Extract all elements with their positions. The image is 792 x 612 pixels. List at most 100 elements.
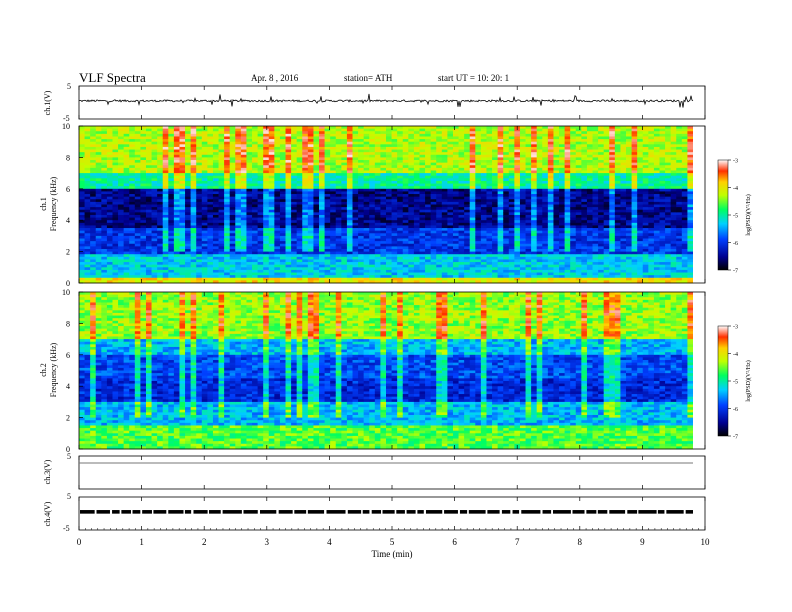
spectrogram-cell xyxy=(173,170,180,174)
spectrogram-cell xyxy=(363,269,370,273)
spectrogram-cell xyxy=(106,272,113,276)
spectrogram-cell xyxy=(358,144,365,148)
spectrogram-cell xyxy=(129,183,136,187)
spectrogram-cell xyxy=(302,207,309,211)
spectrogram-cell xyxy=(112,149,119,153)
spectrogram-cell xyxy=(503,178,510,182)
spectrogram-cell xyxy=(413,144,420,148)
spectrogram-cell xyxy=(464,204,471,208)
spectrogram-cell xyxy=(452,173,459,177)
spectrogram-cell xyxy=(346,204,353,208)
spectrogram-cell xyxy=(531,165,538,169)
spectrogram-cell xyxy=(531,228,538,232)
spectrogram-cell xyxy=(441,157,448,161)
spectrogram-cell xyxy=(95,160,102,164)
spectrogram-cell xyxy=(302,267,309,271)
spectrogram-cell xyxy=(531,128,538,132)
spectrogram-cell xyxy=(179,131,186,135)
spectrogram-cell xyxy=(441,230,448,234)
spectrogram-cell xyxy=(374,188,381,192)
spectrogram-cell xyxy=(157,139,164,143)
spectrogram-cell xyxy=(285,133,292,137)
spectrogram-cell xyxy=(519,225,526,229)
spectrogram-cell xyxy=(475,165,482,169)
spectrogram-cell xyxy=(79,194,85,198)
spectrogram-cell xyxy=(268,214,275,218)
spectrogram-cell xyxy=(330,170,337,174)
spectrogram-cell xyxy=(508,214,515,218)
spectrogram-cell xyxy=(162,139,169,143)
spectrogram-cell xyxy=(173,228,180,232)
spectrogram-cell xyxy=(173,241,180,245)
spectrogram-cell xyxy=(279,212,286,216)
spectrogram-cell xyxy=(95,238,102,242)
spectrogram-cell xyxy=(145,264,152,268)
spectrogram-cell xyxy=(380,154,387,158)
spectrogram-cell xyxy=(452,201,459,205)
spectrogram-cell xyxy=(268,262,275,266)
spectrogram-cell xyxy=(330,275,337,279)
spectrogram-cell xyxy=(380,254,387,258)
spectrogram-cell xyxy=(492,235,499,239)
spectrogram-cell xyxy=(145,259,152,263)
spectrogram-cell xyxy=(90,162,97,166)
spectrogram-cell xyxy=(185,272,192,276)
spectrogram-cell xyxy=(106,248,113,252)
spectrogram-cell xyxy=(408,212,415,216)
spectrogram-cell xyxy=(201,254,208,258)
spectrogram-cell xyxy=(525,241,532,245)
spectrogram-cell xyxy=(525,214,532,218)
spectrogram-cell xyxy=(469,248,476,252)
spectrogram-cell xyxy=(145,280,152,284)
spectrogram-cell xyxy=(190,207,197,211)
spectrogram-cell xyxy=(519,209,526,213)
spectrogram-cell xyxy=(335,196,342,200)
spectrogram-cell xyxy=(212,233,219,237)
spectrogram-cell xyxy=(508,170,515,174)
spectrogram-cell xyxy=(95,259,102,263)
spectrogram-cell xyxy=(95,254,102,258)
spectrogram-cell xyxy=(402,225,409,229)
spectrogram-cell xyxy=(274,162,281,166)
spectrogram-cell xyxy=(79,233,85,237)
spectrogram-cell xyxy=(346,178,353,182)
spectrogram-cell xyxy=(469,191,476,195)
spectrogram-cell xyxy=(358,235,365,239)
spectrogram-cell xyxy=(514,157,521,161)
spectrogram-cell xyxy=(425,175,432,179)
spectrogram-cell xyxy=(229,256,236,260)
spectrogram-cell xyxy=(413,154,420,158)
spectrogram-cell xyxy=(201,141,208,145)
spectrogram-cell xyxy=(363,272,370,276)
spectrogram-cell xyxy=(531,141,538,145)
spectrogram-cell xyxy=(492,262,499,266)
spectrogram-cell xyxy=(313,235,320,239)
spectrogram-cell xyxy=(402,254,409,258)
spectrogram-cell xyxy=(140,269,147,273)
spectrogram-cell xyxy=(229,136,236,140)
spectrogram-cell xyxy=(101,269,108,273)
spectrogram-cell xyxy=(84,262,91,266)
spectrogram-cell xyxy=(179,272,186,276)
spectrogram-cell xyxy=(95,209,102,213)
spectrogram-cell xyxy=(123,144,130,148)
spectrogram-cell xyxy=(441,212,448,216)
spectrogram-cell xyxy=(95,225,102,229)
spectrogram-cell xyxy=(447,246,454,250)
spectrogram-cell xyxy=(274,217,281,221)
spectrogram-cell xyxy=(380,209,387,213)
spectrogram-cell xyxy=(246,194,253,198)
spectrogram-cell xyxy=(441,136,448,140)
spectrogram-cell xyxy=(145,233,152,237)
spectrogram-cell xyxy=(486,220,493,224)
spectrogram-cell xyxy=(90,209,97,213)
spectrogram-cell xyxy=(536,146,543,150)
spectrogram-cell xyxy=(235,199,242,203)
spectrogram-cell xyxy=(380,186,387,190)
spectrogram-cell xyxy=(508,209,515,213)
spectrogram-cell xyxy=(425,264,432,268)
spectrogram-cell xyxy=(324,264,331,268)
spectrogram-cell xyxy=(531,204,538,208)
spectrogram-cell xyxy=(218,207,225,211)
spectrogram-cell xyxy=(313,152,320,156)
